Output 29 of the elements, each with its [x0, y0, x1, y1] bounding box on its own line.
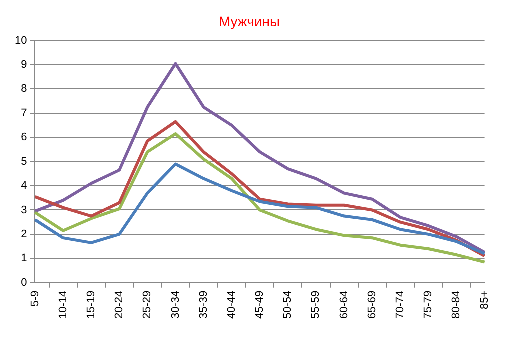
x-tick-label: 85+: [478, 290, 491, 310]
chart-title: Мужчины: [218, 13, 280, 30]
y-tick-label: 4: [21, 180, 28, 192]
x-tick-label: 60-64: [338, 290, 350, 320]
x-tick-label: 30-34: [170, 290, 182, 320]
y-tick-label: 9: [21, 59, 28, 72]
x-tick-label: 25-29: [142, 290, 154, 320]
y-tick-label: 3: [21, 204, 28, 216]
x-tick-label: 70-74: [394, 290, 407, 320]
y-tick-label: 10: [14, 34, 28, 47]
x-tick-label: 45-49: [254, 290, 266, 320]
x-tick-label: 35-39: [198, 290, 210, 320]
y-tick-label: 7: [21, 107, 28, 120]
x-tick-label: 20-24: [114, 290, 126, 320]
x-tick-label: 55-59: [310, 290, 322, 320]
y-tick-label: 1: [21, 252, 28, 265]
x-tick-label: 40-44: [226, 290, 238, 320]
x-tick-label: 80-84: [450, 290, 463, 320]
y-tick-label: 0: [21, 276, 28, 289]
x-tick-label: 10-14: [57, 290, 70, 320]
y-tick-label: 2: [21, 228, 28, 240]
x-tick-label: 15-19: [85, 290, 98, 320]
x-tick-label: 50-54: [282, 290, 294, 320]
y-tick-label: 6: [21, 132, 28, 144]
y-tick-label: 5: [21, 156, 28, 168]
x-tick-label: 75-79: [422, 290, 435, 320]
x-tick-label: 65-69: [366, 290, 378, 320]
x-tick-label: 5-9: [29, 290, 42, 307]
y-tick-label: 8: [21, 83, 28, 96]
